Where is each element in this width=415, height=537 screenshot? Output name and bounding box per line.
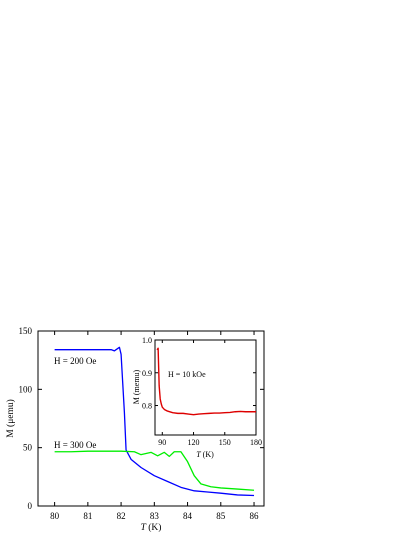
- x-tick-label: 84: [183, 511, 193, 521]
- x-tick-label: 180: [250, 438, 262, 447]
- x-tick-label: 90: [158, 438, 166, 447]
- x-tick-label: 85: [216, 511, 226, 521]
- main-x-axis-title: T (K): [141, 522, 162, 533]
- y-tick-label: 0.9: [142, 369, 152, 378]
- x-tick-label: 83: [150, 511, 160, 521]
- y-tick-label: 0: [28, 501, 33, 511]
- series-line-0: [54, 346, 255, 497]
- main-x-axis-var: T: [141, 523, 147, 533]
- inset-x-axis-var: T: [196, 450, 201, 459]
- x-tick-label: 80: [50, 511, 60, 521]
- main-tick-labels: 80 81 82 83 84 85 86 0 50 100 150: [19, 326, 260, 521]
- x-tick-label: 81: [83, 511, 92, 521]
- inset-y-axis-title: M (memu): [132, 369, 141, 404]
- main-annotation-300: H = 300 Oe: [54, 440, 96, 450]
- main-annotation-200: H = 200 Oe: [54, 356, 96, 366]
- inset-series: [156, 347, 256, 416]
- inset-x-axis-unit: (K): [201, 450, 214, 459]
- x-tick-label: 86: [250, 511, 260, 521]
- y-tick-label: 0.8: [142, 402, 152, 411]
- inset-ticks: [155, 339, 257, 435]
- y-tick-label: 50: [23, 443, 33, 453]
- inset-tick-labels: 90 120 150 180 0.8 0.9 1.0: [142, 336, 262, 447]
- series-line-0: [156, 347, 256, 416]
- x-tick-label: 82: [117, 511, 126, 521]
- main-x-axis-unit: (K): [146, 522, 162, 533]
- main-y-axis-title: M (μemu): [5, 399, 16, 438]
- main-ticks: [38, 330, 264, 507]
- x-tick-label: 150: [219, 438, 231, 447]
- main-plot-frame: [37, 330, 265, 507]
- x-tick-label: 120: [188, 438, 200, 447]
- main-series: [54, 346, 255, 497]
- main-chart: 80 81 82 83 84 85 86 0 50 100 150 H = 200 Oe H = 3…: [5, 326, 265, 533]
- y-tick-label: 150: [19, 326, 33, 336]
- y-tick-label: 1.0: [142, 336, 152, 345]
- inset-chart: 90 120 150 180 0.8 0.9 1.0 H = 10 kOe T (K) M …: [132, 336, 262, 459]
- y-tick-label: 100: [19, 384, 33, 394]
- inset-x-axis-title: T (K): [196, 450, 214, 459]
- inset-plot-frame: [154, 339, 257, 436]
- series-line-1: [54, 450, 255, 491]
- inset-annotation: H = 10 kOe: [168, 370, 206, 379]
